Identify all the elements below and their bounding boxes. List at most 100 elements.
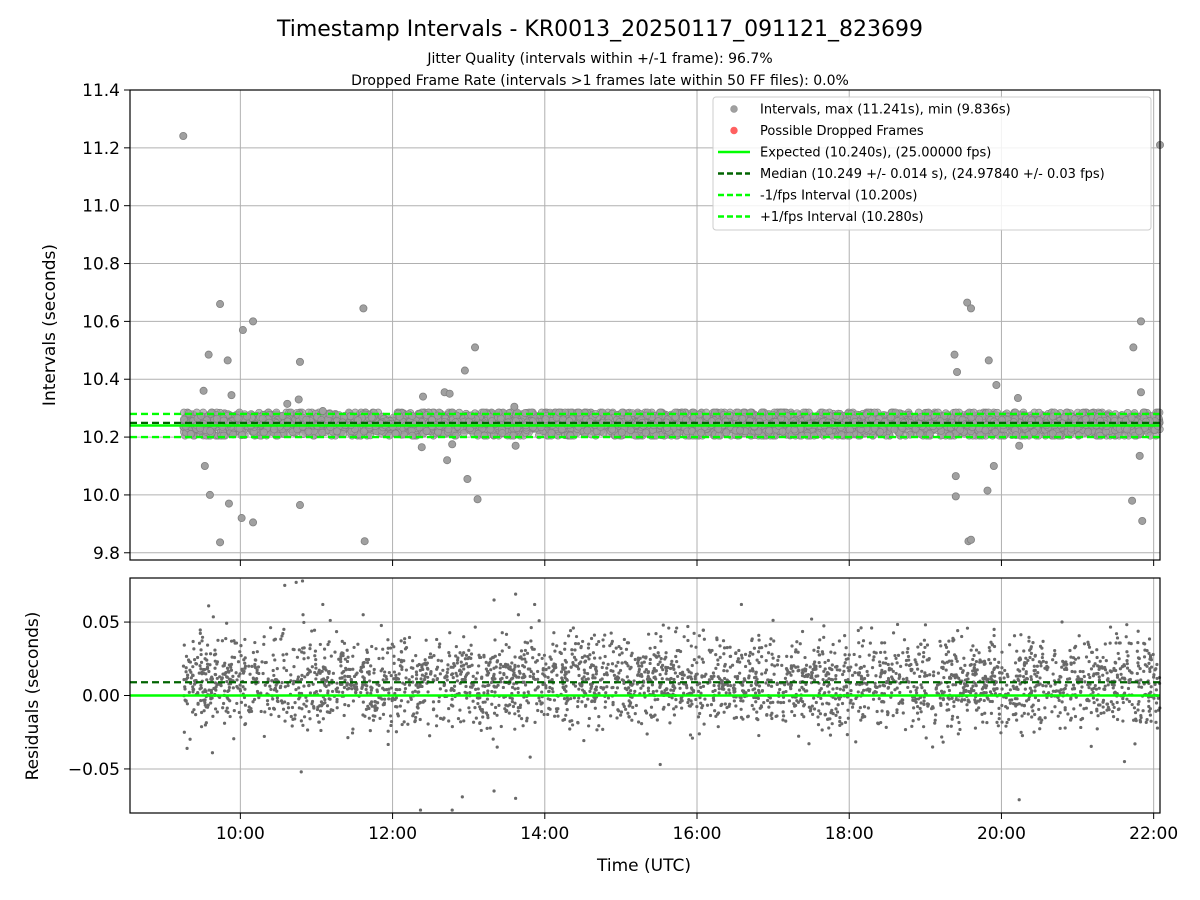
interval-outlier-point xyxy=(966,535,975,544)
residual-point xyxy=(280,680,284,685)
interval-point xyxy=(641,428,650,437)
residual-point xyxy=(542,712,546,717)
residual-point xyxy=(974,659,979,664)
residual-point xyxy=(458,651,462,655)
interval-outlier-point xyxy=(238,326,247,335)
interval-point xyxy=(1123,425,1132,434)
interval-point xyxy=(956,425,965,434)
residual-point xyxy=(1021,667,1025,671)
residual-point xyxy=(822,624,826,628)
legend-label: +1/fps Interval (10.280s) xyxy=(760,210,924,225)
legend: Intervals, max (11.241s), min (9.836s)Po… xyxy=(712,96,1152,231)
residual-point xyxy=(262,734,266,739)
residual-point xyxy=(859,626,863,630)
residual-point xyxy=(485,726,489,730)
residual-point xyxy=(1084,706,1088,710)
residual-point xyxy=(690,736,695,740)
residual-point xyxy=(875,709,879,714)
interval-point xyxy=(765,426,774,435)
intervals-y-axis-label: Intervals (seconds) xyxy=(40,244,60,406)
interval-outlier-point xyxy=(223,356,232,365)
residual-point xyxy=(446,667,450,671)
interval-outlier-point xyxy=(1135,451,1144,460)
residual-point xyxy=(551,690,555,694)
interval-point xyxy=(258,414,267,423)
interval-outlier-point xyxy=(950,350,959,359)
residual-point xyxy=(378,716,382,720)
residual-point xyxy=(894,671,898,676)
interval-outlier-point xyxy=(1013,394,1022,403)
residual-point xyxy=(339,664,343,668)
interval-outlier-point xyxy=(283,399,292,408)
interval-outlier-point xyxy=(359,304,368,313)
interval-point xyxy=(206,427,215,435)
residual-point xyxy=(243,703,248,707)
residual-point xyxy=(1032,730,1036,734)
interval-outlier-point xyxy=(992,381,1001,390)
interval-outlier-point xyxy=(1128,496,1137,505)
residual-point xyxy=(281,707,286,711)
residual-point xyxy=(923,623,928,627)
interval-outlier-point xyxy=(417,443,426,452)
interval-outlier-point xyxy=(1136,317,1145,326)
residual-point xyxy=(919,683,923,687)
intervals-y-ticks: 9.810.010.210.410.610.811.011.211.4 xyxy=(82,81,130,564)
residual-point xyxy=(544,662,548,666)
intervals-y-tick-label: 11.2 xyxy=(82,139,120,159)
residual-point xyxy=(603,700,608,704)
interval-point xyxy=(318,428,327,437)
residual-point xyxy=(639,686,643,690)
residual-point xyxy=(906,646,910,651)
residual-point xyxy=(1142,655,1147,659)
interval-outlier-point xyxy=(966,304,975,313)
residual-point xyxy=(1132,706,1137,710)
interval-outlier-point xyxy=(984,356,993,365)
residual-point xyxy=(965,626,970,630)
interval-outlier-point xyxy=(951,492,960,501)
residual-point xyxy=(477,664,481,668)
residual-point xyxy=(423,677,427,681)
residual-point xyxy=(918,706,922,711)
residual-point xyxy=(603,654,607,659)
legend-label: -1/fps Interval (10.200s) xyxy=(760,189,917,204)
interval-outlier-point xyxy=(463,475,472,484)
residual-point xyxy=(263,683,267,687)
interval-outlier-point xyxy=(953,367,962,376)
intervals-y-tick-label: 10.8 xyxy=(82,255,120,275)
residual-point xyxy=(498,671,502,675)
residual-point xyxy=(732,683,736,687)
interval-point xyxy=(697,428,705,437)
interval-point xyxy=(498,429,507,437)
residual-point xyxy=(752,707,756,711)
intervals-y-tick-label: 10.4 xyxy=(82,370,120,390)
interval-point xyxy=(1127,414,1136,422)
residual-point xyxy=(261,671,265,676)
interval-point xyxy=(1070,415,1079,423)
residual-point xyxy=(400,722,404,727)
residual-point xyxy=(769,637,773,641)
interval-outlier-point xyxy=(445,389,454,398)
residual-point xyxy=(1062,687,1066,691)
interval-outlier-point xyxy=(227,391,236,400)
interval-outlier-point xyxy=(200,461,209,470)
chart-subtitle-dropped: Dropped Frame Rate (intervals >1 frames … xyxy=(351,73,849,89)
residual-point xyxy=(1036,671,1040,675)
residual-point xyxy=(702,722,706,726)
residual-point xyxy=(192,658,197,662)
residual-point xyxy=(674,698,678,702)
residual-point xyxy=(922,655,926,659)
interval-outlier-point xyxy=(511,441,520,450)
residual-point xyxy=(445,678,449,682)
residual-point xyxy=(198,631,202,635)
interval-outlier-point xyxy=(951,472,960,481)
interval-outlier-point xyxy=(510,402,519,411)
interval-outlier-point xyxy=(471,343,480,352)
interval-point xyxy=(981,426,990,435)
residual-point xyxy=(322,647,327,651)
residual-point xyxy=(827,726,831,730)
residual-point xyxy=(1081,670,1085,674)
residual-point xyxy=(620,661,624,665)
residual-point xyxy=(1038,727,1042,731)
residual-point xyxy=(325,704,330,708)
residual-point xyxy=(812,648,816,652)
